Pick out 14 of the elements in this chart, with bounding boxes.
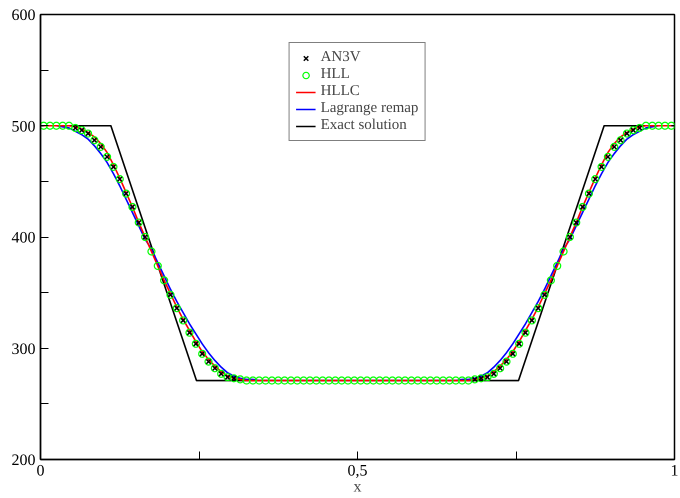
x-tick-label: 0,5 [348, 462, 368, 480]
y-tick-label: 500 [12, 118, 36, 136]
x-tick-label: 1 [670, 462, 678, 480]
legend-label: HLLC [320, 83, 360, 100]
legend-label: Exact solution [320, 117, 407, 134]
legend-label: HLL [320, 66, 350, 83]
y-tick-label: 300 [12, 340, 36, 358]
y-tick-label: 600 [12, 7, 36, 24]
legend-label: AN3V [320, 49, 361, 66]
y-tick-label: 200 [12, 452, 36, 469]
y-tick-label: 400 [12, 230, 36, 246]
x-tick-label: 0 [36, 462, 44, 480]
legend-label: Lagrange remap [320, 100, 418, 117]
x-axis-title: x [354, 478, 362, 496]
